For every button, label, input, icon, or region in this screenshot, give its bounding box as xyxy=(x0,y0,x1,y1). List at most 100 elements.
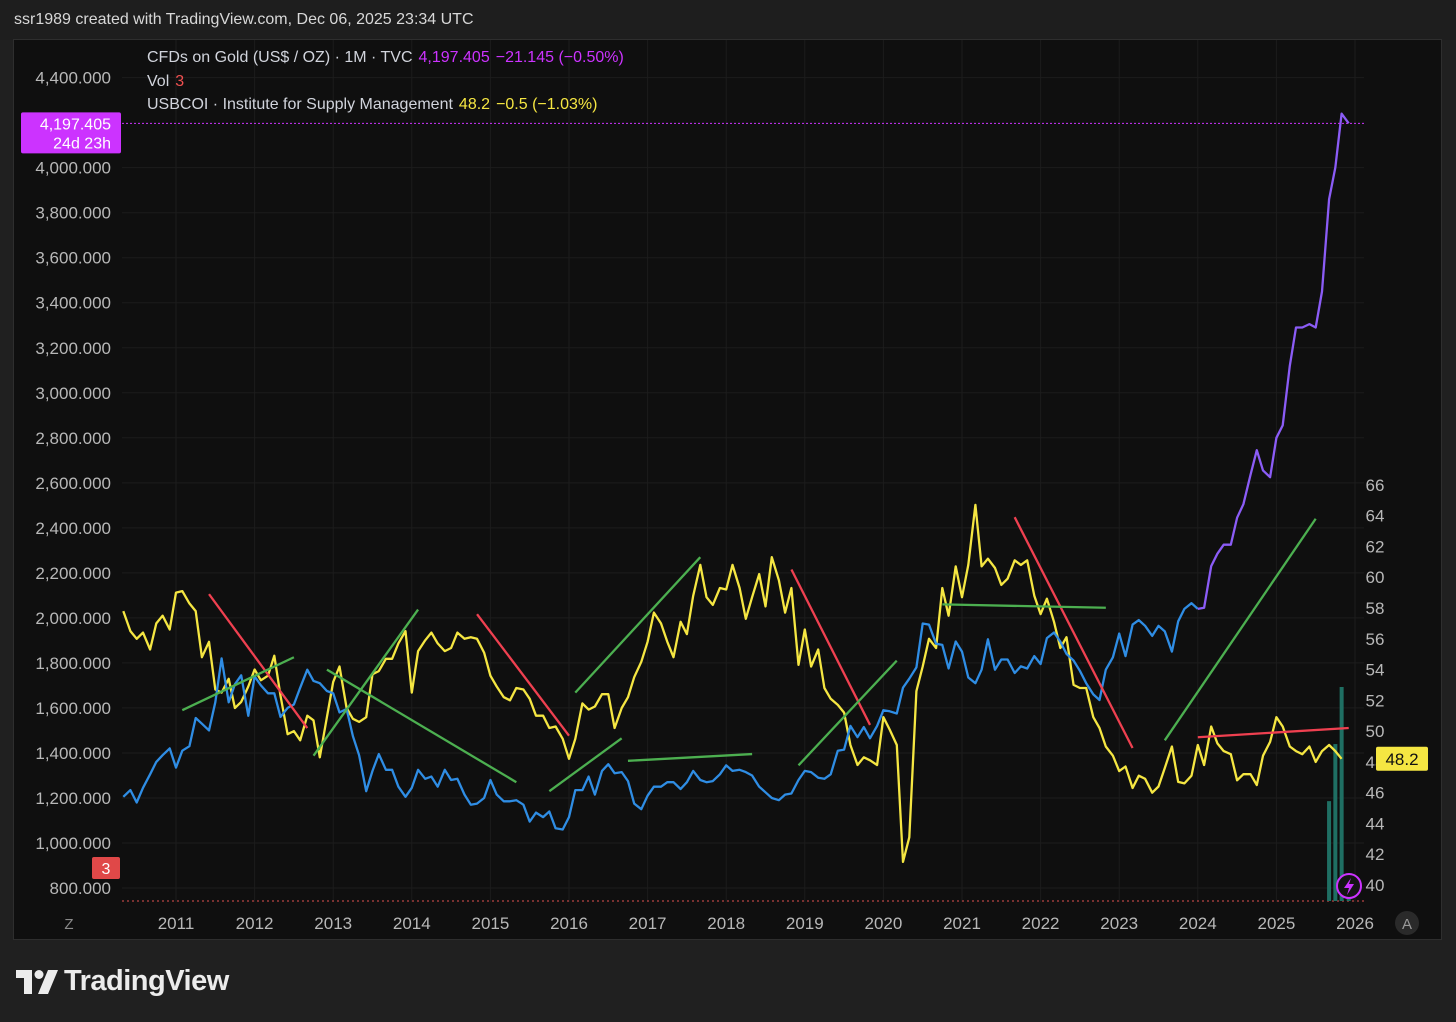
right-axis-tick-label: 60 xyxy=(1366,568,1385,587)
left-axis-tick-label: 800.000 xyxy=(50,879,111,898)
auto-scale-button[interactable] xyxy=(1395,911,1419,935)
right-axis-tick-label: 52 xyxy=(1366,691,1385,710)
trendline-down[interactable] xyxy=(790,568,872,726)
right-axis-tick-label: 64 xyxy=(1366,507,1385,526)
ism-value-badge-text: 48.2 xyxy=(1385,750,1418,769)
left-axis-tick-label: 2,200.000 xyxy=(35,564,111,583)
volume-bar xyxy=(1333,744,1338,901)
legend-gold[interactable]: CFDs on Gold (US$ / OZ) · 1M · TVC 4,197.… xyxy=(147,49,630,67)
tradingview-logo-text: TradingView xyxy=(64,965,229,997)
trendline-down[interactable] xyxy=(476,613,570,737)
left-axis-tick-label: 1,400.000 xyxy=(35,744,111,763)
left-axis-tick-label: 3,400.000 xyxy=(35,294,111,313)
left-axis-tick-label: 4,400.000 xyxy=(35,69,111,88)
volume-badge-text: 3 xyxy=(102,861,111,878)
left-axis-tick-label: 2,000.000 xyxy=(35,609,111,628)
gold-price-line xyxy=(122,602,1199,831)
right-axis-tick-label: 40 xyxy=(1366,876,1385,895)
gold-countdown-badge: 24d 23h xyxy=(53,135,111,152)
x-tick-label: 2023 xyxy=(1100,914,1138,933)
left-axis-tick-label: 3,200.000 xyxy=(35,339,111,358)
right-axis-tick-label: 66 xyxy=(1366,476,1385,495)
left-axis-tick-label: 3,000.000 xyxy=(35,384,111,403)
right-axis-tick-label: 58 xyxy=(1366,599,1385,618)
auto-scale-button-label[interactable]: A xyxy=(1402,916,1412,933)
x-tick-label: 2019 xyxy=(786,914,824,933)
ism-value-badge xyxy=(1376,746,1428,771)
x-tick-label: 2012 xyxy=(236,914,274,933)
right-axis-tick-label: 62 xyxy=(1366,537,1385,556)
volume-bar xyxy=(1346,897,1351,901)
x-tick-label: 2011 xyxy=(158,914,195,933)
left-axis-tick-label: 1,800.000 xyxy=(35,654,111,673)
right-axis-tick-label: 44 xyxy=(1366,814,1385,833)
badges: 4,197.405 24d 23h 48.2 3 Z A xyxy=(21,112,1428,935)
x-tick-label: 2020 xyxy=(864,914,902,933)
trendline-down[interactable] xyxy=(1013,516,1134,749)
x-tick-label: 2026 xyxy=(1336,914,1374,933)
flash-icon[interactable] xyxy=(1336,873,1362,899)
legend-ism-name: USBCOI · Institute for Supply Management xyxy=(147,96,453,113)
right-axis-tick-label: 54 xyxy=(1366,661,1385,680)
legend-vol-value: 3 xyxy=(175,73,185,90)
legend-gold-change: −21.145 (−0.50%) xyxy=(495,49,624,66)
left-axis-tick-label: 3,800.000 xyxy=(35,204,111,223)
gold-price-badge xyxy=(21,112,121,154)
legend-gold-price: 4,197.405 xyxy=(418,49,490,66)
trendline-up[interactable] xyxy=(1163,518,1317,741)
left-axis-tick-label: 1,000.000 xyxy=(35,834,111,853)
volume-badge xyxy=(92,857,120,879)
legend-ism-price: 48.2 xyxy=(458,96,491,113)
left-axis-tick-label: 2,400.000 xyxy=(35,519,111,538)
left-axis-tick-label: 1,600.000 xyxy=(35,699,111,718)
right-axis-tick-label: 56 xyxy=(1366,630,1385,649)
tradingview-logo-icon xyxy=(16,969,58,994)
right-axis-tick-label: 46 xyxy=(1366,784,1385,803)
footer-bar xyxy=(0,941,1456,1022)
zoom-axis-button-label[interactable]: Z xyxy=(64,916,73,933)
zoom-axis-button[interactable]: Z xyxy=(64,916,73,933)
legend-vol[interactable]: Vol 3 xyxy=(147,73,190,91)
legend-vol-name: Vol xyxy=(147,73,170,90)
trendline-up[interactable] xyxy=(326,668,517,784)
trendline-up[interactable] xyxy=(181,656,295,712)
left-axis-tick-label: 4,000.000 xyxy=(35,159,111,178)
right-axis-tick-label: 50 xyxy=(1366,722,1385,741)
trendline-up[interactable] xyxy=(312,608,420,757)
x-tick-label: 2016 xyxy=(550,914,588,933)
trendline-down[interactable] xyxy=(208,593,309,729)
legend-ism[interactable]: USBCOI · Institute for Supply Management… xyxy=(147,96,603,114)
axes: 2011 2012 2013 2014 2015 2016 2017 2018 2019 2020… xyxy=(35,69,1384,933)
x-tick-label: 2014 xyxy=(393,914,431,933)
ism-line xyxy=(122,503,1343,864)
volume-bars xyxy=(1327,687,1351,901)
x-tick-label: 2024 xyxy=(1179,914,1217,933)
tradingview-logo[interactable]: TradingView xyxy=(16,965,229,998)
trendline-up[interactable] xyxy=(548,737,623,793)
left-axis-tick-label: 2,800.000 xyxy=(35,429,111,448)
x-tick-label: 2018 xyxy=(707,914,745,933)
trendline-up[interactable] xyxy=(797,659,898,767)
trendline-down[interactable] xyxy=(1197,726,1349,739)
legend-ism-change: −0.5 (−1.03%) xyxy=(496,96,598,113)
grid xyxy=(122,40,1364,902)
right-axis-tick-label: 42 xyxy=(1366,845,1385,864)
gold-price-badge-value: 4,197.405 xyxy=(40,116,111,133)
trendlines[interactable] xyxy=(181,516,1349,793)
trendline-up[interactable] xyxy=(627,752,753,762)
x-tick-label: 2013 xyxy=(314,914,352,933)
x-tick-label: 2015 xyxy=(471,914,509,933)
left-axis-tick-label: 1,200.000 xyxy=(35,789,111,808)
left-axis-tick-label: 2,600.000 xyxy=(35,474,111,493)
x-tick-label: 2022 xyxy=(1022,914,1060,933)
x-tick-label: 2021 xyxy=(943,914,981,933)
top-bar: ssr1989 created with TradingView.com, De… xyxy=(0,0,1456,40)
chart-svg[interactable]: 2011 2012 2013 2014 2015 2016 2017 2018 2019 2020… xyxy=(14,40,1441,939)
legend-gold-name: CFDs on Gold (US$ / OZ) · 1M · TVC xyxy=(147,49,413,66)
flash-icon-bolt[interactable] xyxy=(1344,878,1354,895)
chart-area[interactable]: 2011 2012 2013 2014 2015 2016 2017 2018 2019 2020… xyxy=(13,39,1442,940)
trendline-up[interactable] xyxy=(574,556,702,694)
chart-caption: ssr1989 created with TradingView.com, De… xyxy=(14,11,474,28)
gold-price-line-recent xyxy=(1197,112,1350,611)
trendline-up[interactable] xyxy=(942,603,1106,609)
